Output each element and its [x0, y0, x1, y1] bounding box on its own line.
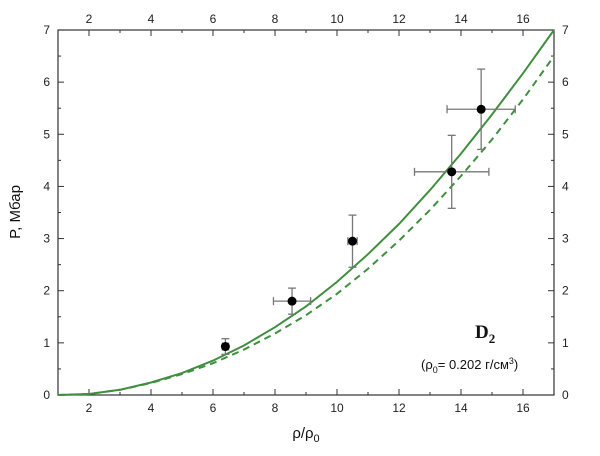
y-tick-label: 6: [43, 75, 50, 89]
annotation-species: D2: [475, 322, 495, 346]
right-y-tick-label: 7: [562, 23, 569, 37]
x-tick-label: 8: [272, 401, 279, 415]
top-x-tick-label: 10: [330, 12, 344, 26]
y-tick-label: 3: [43, 232, 50, 246]
x-axis-label: ρ/ρ0: [292, 425, 319, 445]
y-tick-label: 0: [43, 388, 50, 402]
right-y-tick-label: 0: [562, 388, 569, 402]
right-y-tick-label: 1: [562, 336, 569, 350]
y-tick-label: 1: [43, 336, 50, 350]
annotation-density-superscript: 3: [509, 356, 514, 366]
data-point: [348, 236, 357, 246]
right-y-tick-label: 5: [562, 127, 569, 141]
annotation-density: (ρ0= 0.202 г/см3): [421, 356, 518, 375]
x-tick-label: 6: [210, 401, 217, 415]
data-point: [220, 342, 230, 352]
top-x-tick-label: 16: [516, 12, 530, 26]
y-axis-label: P, Мбар: [7, 185, 24, 239]
x-tick-label: 10: [330, 401, 344, 415]
x-axis-label-subscript: 0: [314, 433, 320, 445]
y-tick-label: 2: [43, 284, 50, 298]
right-y-tick-label: 2: [562, 284, 569, 298]
y-tick-label: 4: [43, 179, 50, 193]
x-tick-label: 2: [86, 401, 93, 415]
top-x-tick-label: 2: [86, 12, 93, 26]
top-x-tick-label: 4: [148, 12, 155, 26]
data-points: [220, 68, 516, 355]
top-x-tick-label: 12: [392, 12, 406, 26]
annotation-species-subscript: 2: [489, 331, 496, 346]
right-y-tick-label: 6: [562, 75, 569, 89]
x-tick-label: 12: [392, 401, 406, 415]
data-point: [476, 104, 486, 114]
x-tick-label: 14: [454, 401, 468, 415]
right-y-tick-label: 3: [562, 232, 569, 246]
y-tick-label: 5: [43, 127, 50, 141]
top-x-tick-label: 6: [210, 12, 217, 26]
top-x-tick-label: 14: [454, 12, 468, 26]
curves: [57, 29, 555, 396]
right-y-tick-label: 4: [562, 179, 569, 193]
x-tick-label: 4: [148, 401, 155, 415]
x-tick-label: 16: [516, 401, 530, 415]
annotation-density-subscript: 0: [433, 365, 438, 375]
data-point: [447, 167, 457, 177]
solid-curve: [57, 29, 555, 396]
data-point: [287, 296, 297, 306]
y-tick-label: 7: [43, 23, 50, 37]
top-x-tick-label: 8: [272, 12, 279, 26]
